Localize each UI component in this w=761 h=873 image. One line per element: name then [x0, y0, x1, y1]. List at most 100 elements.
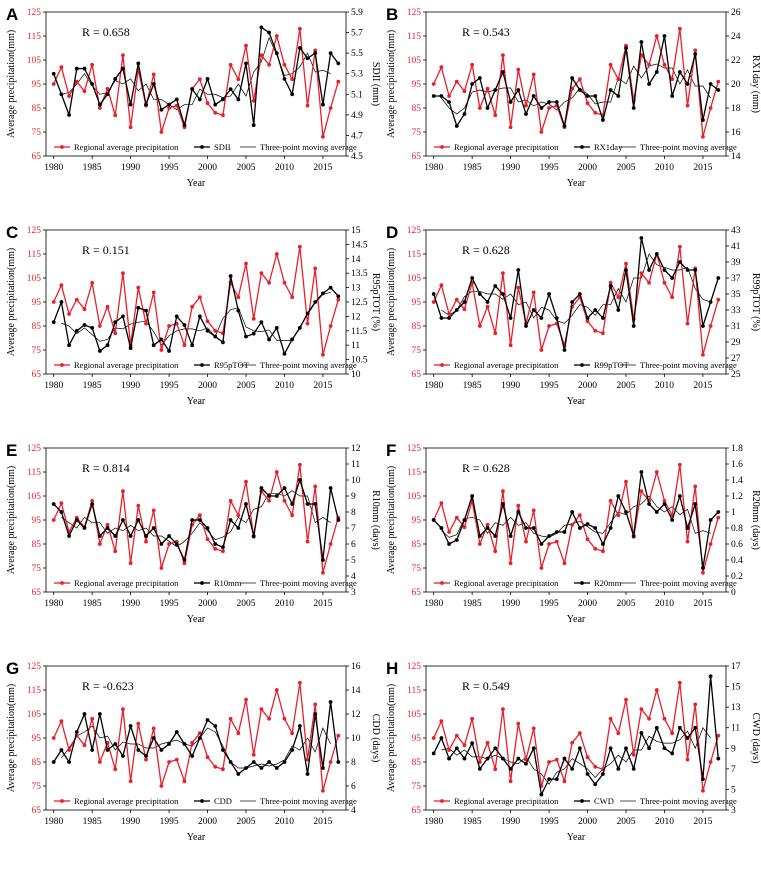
- right-tick-label: 22: [731, 56, 741, 66]
- x-axis-title: Year: [187, 832, 206, 843]
- legend-index-label: R95pTOT: [214, 360, 250, 370]
- x-tick-label: 1995: [160, 163, 179, 173]
- precipitation-point: [616, 77, 621, 82]
- index-point: [654, 725, 659, 730]
- right-tick-label: 27: [731, 354, 741, 364]
- index-point: [182, 558, 187, 562]
- index-point: [647, 502, 651, 506]
- index-point: [105, 748, 110, 752]
- precipitation-point: [585, 755, 590, 760]
- precipitation-point: [585, 537, 590, 542]
- index-point: [51, 502, 56, 506]
- index-point: [639, 40, 644, 44]
- precipitation-point: [439, 65, 444, 70]
- index-point: [236, 772, 241, 776]
- precipitation-point: [105, 522, 110, 527]
- left-tick-label: 115: [407, 250, 421, 260]
- moving-average-line: [441, 495, 711, 538]
- index-point: [113, 320, 118, 325]
- right-tick-label: 15: [731, 683, 741, 693]
- precipitation-point: [151, 726, 156, 731]
- right-tick-label: 14.5: [351, 240, 368, 250]
- right-tick-label: 5: [731, 785, 736, 795]
- precipitation-point: [670, 731, 675, 736]
- left-tick-label: 75: [412, 564, 422, 574]
- index-point: [128, 534, 133, 538]
- precipitation-point: [105, 304, 110, 309]
- precipitation-point: [693, 702, 698, 707]
- right-tick-label: 35: [731, 290, 741, 300]
- precipitation-point: [228, 498, 233, 503]
- right-tick-label: 16: [731, 128, 741, 138]
- index-point: [221, 748, 225, 752]
- panel-letter: G: [6, 659, 19, 678]
- index-point: [74, 730, 79, 734]
- index-point: [670, 94, 675, 98]
- index-point: [159, 107, 164, 112]
- index-point: [501, 756, 505, 761]
- left-tick-label: 105: [407, 492, 422, 502]
- index-point: [213, 102, 218, 107]
- precipitation-point: [539, 566, 544, 570]
- left-tick-label: 75: [32, 782, 42, 792]
- right-tick-label: 29: [731, 338, 741, 348]
- index-point: [539, 106, 544, 110]
- right-tick-label: 14: [351, 255, 361, 265]
- index-point: [447, 316, 451, 320]
- index-point: [274, 494, 279, 498]
- precipitation-point: [516, 721, 521, 726]
- left-tick-label: 115: [407, 32, 421, 42]
- index-point: [197, 314, 202, 319]
- precipitation-point: [159, 566, 164, 570]
- x-tick-label: 1980: [44, 599, 63, 609]
- left-tick-label: 95: [32, 80, 42, 90]
- precipitation-point: [167, 106, 171, 110]
- index-point: [593, 526, 598, 530]
- precipitation-point: [221, 113, 225, 118]
- precipitation-point: [313, 702, 318, 707]
- index-point: [654, 510, 659, 514]
- left-tick-label: 85: [412, 322, 422, 332]
- panel-d: D 65 75 85 95 105 115 125 25 27 29 31 33 35 37 39 41 43 19…: [386, 223, 761, 407]
- left-tick-label: 105: [27, 274, 42, 284]
- index-point: [267, 337, 271, 342]
- precipitation-point: [447, 312, 451, 316]
- index-point: [313, 712, 318, 716]
- index-point: [82, 526, 87, 530]
- precipitation-point: [259, 271, 264, 276]
- index-point: [493, 746, 498, 751]
- right-tick-label: 8: [351, 508, 356, 518]
- index-point: [151, 82, 156, 86]
- index-point: [121, 518, 125, 522]
- index-point: [236, 526, 241, 530]
- legend-precip-label: Regional average precipitation: [74, 142, 179, 152]
- index-point: [501, 502, 505, 506]
- precipitation-point: [251, 316, 256, 321]
- legend-precip-marker: [60, 363, 64, 367]
- index-point: [190, 343, 195, 348]
- precipitation-point: [121, 53, 125, 58]
- x-tick-label: 2015: [313, 163, 332, 173]
- index-point: [174, 97, 179, 102]
- right-tick-label: 1.6: [731, 460, 743, 470]
- x-tick-label: 1980: [44, 817, 63, 827]
- x-tick-label: 2010: [275, 163, 294, 173]
- index-point: [470, 82, 475, 86]
- x-tick-label: 1985: [463, 381, 482, 391]
- right-tick-label: 4.5: [351, 152, 363, 162]
- right-tick-label: 5.9: [351, 8, 363, 18]
- precipitation-point: [462, 307, 467, 312]
- left-tick-label: 105: [407, 56, 422, 66]
- index-point: [554, 100, 559, 104]
- precipitation-point: [236, 295, 241, 300]
- precipitation-point: [151, 508, 156, 513]
- panel-letter: E: [6, 441, 17, 460]
- x-tick-label: 2010: [275, 817, 294, 827]
- precipitation-point: [136, 721, 141, 726]
- index-point: [167, 349, 171, 353]
- index-point: [562, 756, 567, 761]
- precipitation-point: [662, 62, 667, 67]
- precipitation-point: [59, 719, 64, 724]
- precipitation-point: [554, 757, 559, 762]
- right-tick-label: 8: [351, 758, 356, 768]
